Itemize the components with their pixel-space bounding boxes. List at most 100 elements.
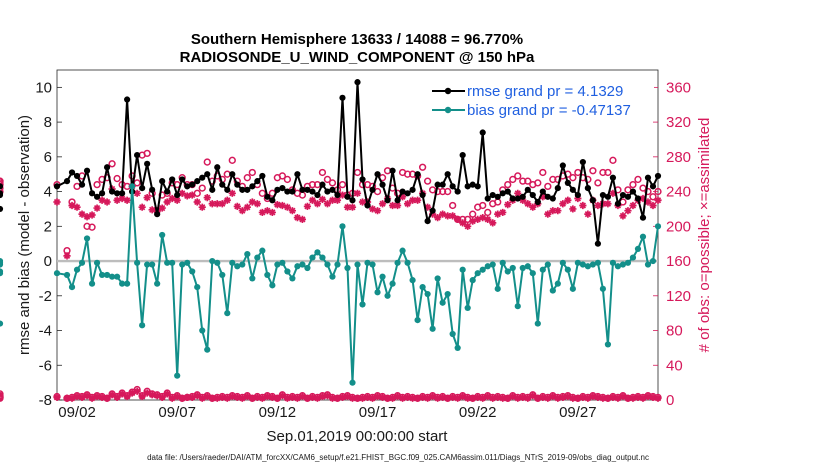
rmse-point <box>634 195 642 202</box>
bias-point <box>534 320 541 327</box>
obs-assimilated-point <box>228 189 236 197</box>
obs-assimilated-point <box>424 203 432 211</box>
obs-assimilated-point <box>78 210 86 218</box>
rmse-point <box>83 167 91 174</box>
obs-assimilated-point <box>358 198 367 206</box>
rmse-point <box>509 195 516 202</box>
bias-point <box>309 254 316 261</box>
bias-point <box>374 289 381 296</box>
obs-assimilated-point <box>619 212 627 220</box>
rmse-point <box>594 240 602 247</box>
rmse-point <box>239 186 246 193</box>
obs-assimilated-point <box>574 394 582 402</box>
obs-assimilated-point <box>614 394 622 402</box>
obs-assimilated-point <box>53 393 61 401</box>
obs-possible-point <box>544 182 552 191</box>
obs-assimilated-point <box>649 393 657 401</box>
y-right-tick-label: 40 <box>666 357 683 374</box>
bias-point <box>594 259 602 266</box>
rmse-point <box>73 172 81 180</box>
obs-possible-point <box>108 160 116 168</box>
obs-assimilated-point <box>499 208 507 217</box>
obs-assimilated-point <box>393 392 402 401</box>
bias-point <box>544 261 551 268</box>
rmse-point <box>194 178 201 185</box>
obs-assimilated-point <box>569 205 577 213</box>
rmse-point <box>124 96 131 103</box>
obs-assimilated-point <box>293 214 301 222</box>
bias-point <box>98 271 106 279</box>
bias-point <box>299 261 306 268</box>
rmse-point <box>414 171 421 178</box>
bias-point <box>509 264 516 272</box>
rmse-point <box>154 211 161 218</box>
rmse-point <box>229 171 236 178</box>
obs-assimilated-point <box>153 392 161 400</box>
bias-point <box>489 261 496 268</box>
bias-point <box>449 330 456 338</box>
obs-assimilated-point <box>353 189 362 197</box>
obs-assimilated-point <box>564 392 572 401</box>
rmse-point <box>164 188 171 195</box>
obs-possible-point <box>203 158 211 166</box>
bias-point <box>359 301 366 308</box>
rmse-point <box>424 218 431 225</box>
obs-possible-point <box>509 175 517 184</box>
x-tick-label: 09/27 <box>559 404 597 421</box>
rmse-point <box>564 179 571 186</box>
obs-possible-point <box>584 175 592 184</box>
obs-assimilated-point <box>398 193 407 201</box>
rmse-point <box>314 191 321 199</box>
obs-assimilated-point <box>103 394 111 402</box>
rmse-point <box>614 200 622 207</box>
obs-possible-point <box>504 180 512 189</box>
bias-point <box>259 247 266 254</box>
rmse-point <box>234 181 241 188</box>
obs-assimilated-point <box>444 212 452 220</box>
obs-assimilated-point <box>178 394 186 402</box>
bias-point <box>384 292 391 299</box>
bias-point <box>589 261 596 268</box>
obs-assimilated-point <box>243 203 251 211</box>
bias-point <box>404 259 411 266</box>
rmse-point <box>344 193 351 200</box>
bias-point <box>68 284 76 291</box>
bias-point <box>414 317 421 324</box>
y-right-tick-label: 280 <box>666 149 691 166</box>
rmse-point <box>93 193 101 200</box>
rmse-point <box>434 181 441 188</box>
bias-point <box>304 264 311 272</box>
obs-possible-point <box>484 208 492 217</box>
obs-assimilated-point <box>203 392 211 401</box>
obs-possible-point <box>248 168 256 177</box>
y-tick-label: 4 <box>44 184 52 201</box>
obs-possible-point <box>599 168 607 177</box>
legend-box <box>428 76 654 120</box>
obs-assimilated-point <box>499 394 507 402</box>
bias-point <box>409 277 416 284</box>
bias-point <box>294 263 301 270</box>
obs-assimilated-point <box>328 196 337 204</box>
y-tick-label: 10 <box>35 79 52 96</box>
obs-assimilated-point <box>398 394 407 402</box>
obs-assimilated-point <box>123 392 131 401</box>
bias-point <box>444 290 451 298</box>
obs-assimilated-point <box>258 394 266 402</box>
rmse-point <box>419 191 426 199</box>
y-tick-label: -8 <box>39 392 52 409</box>
obs-assimilated-point <box>373 207 382 215</box>
obs-assimilated-point <box>654 394 662 402</box>
obs-assimilated-point <box>594 201 602 210</box>
obs-assimilated-point <box>564 196 572 204</box>
obs-assimilated-point <box>469 217 477 225</box>
x-tick-label: 09/02 <box>58 404 96 421</box>
obs-assimilated-point <box>228 392 236 401</box>
chart-subtitle: RADIOSONDE_U_WIND_COMPONENT @ 150 hPa <box>180 49 535 66</box>
bias-point <box>584 263 591 270</box>
obs-assimilated-point <box>484 215 492 223</box>
obs-assimilated-point <box>103 198 111 206</box>
rmse-point <box>88 190 96 197</box>
obs-assimilated-point <box>559 393 567 401</box>
obs-assimilated-point <box>123 196 131 204</box>
obs-assimilated-point <box>549 207 557 215</box>
